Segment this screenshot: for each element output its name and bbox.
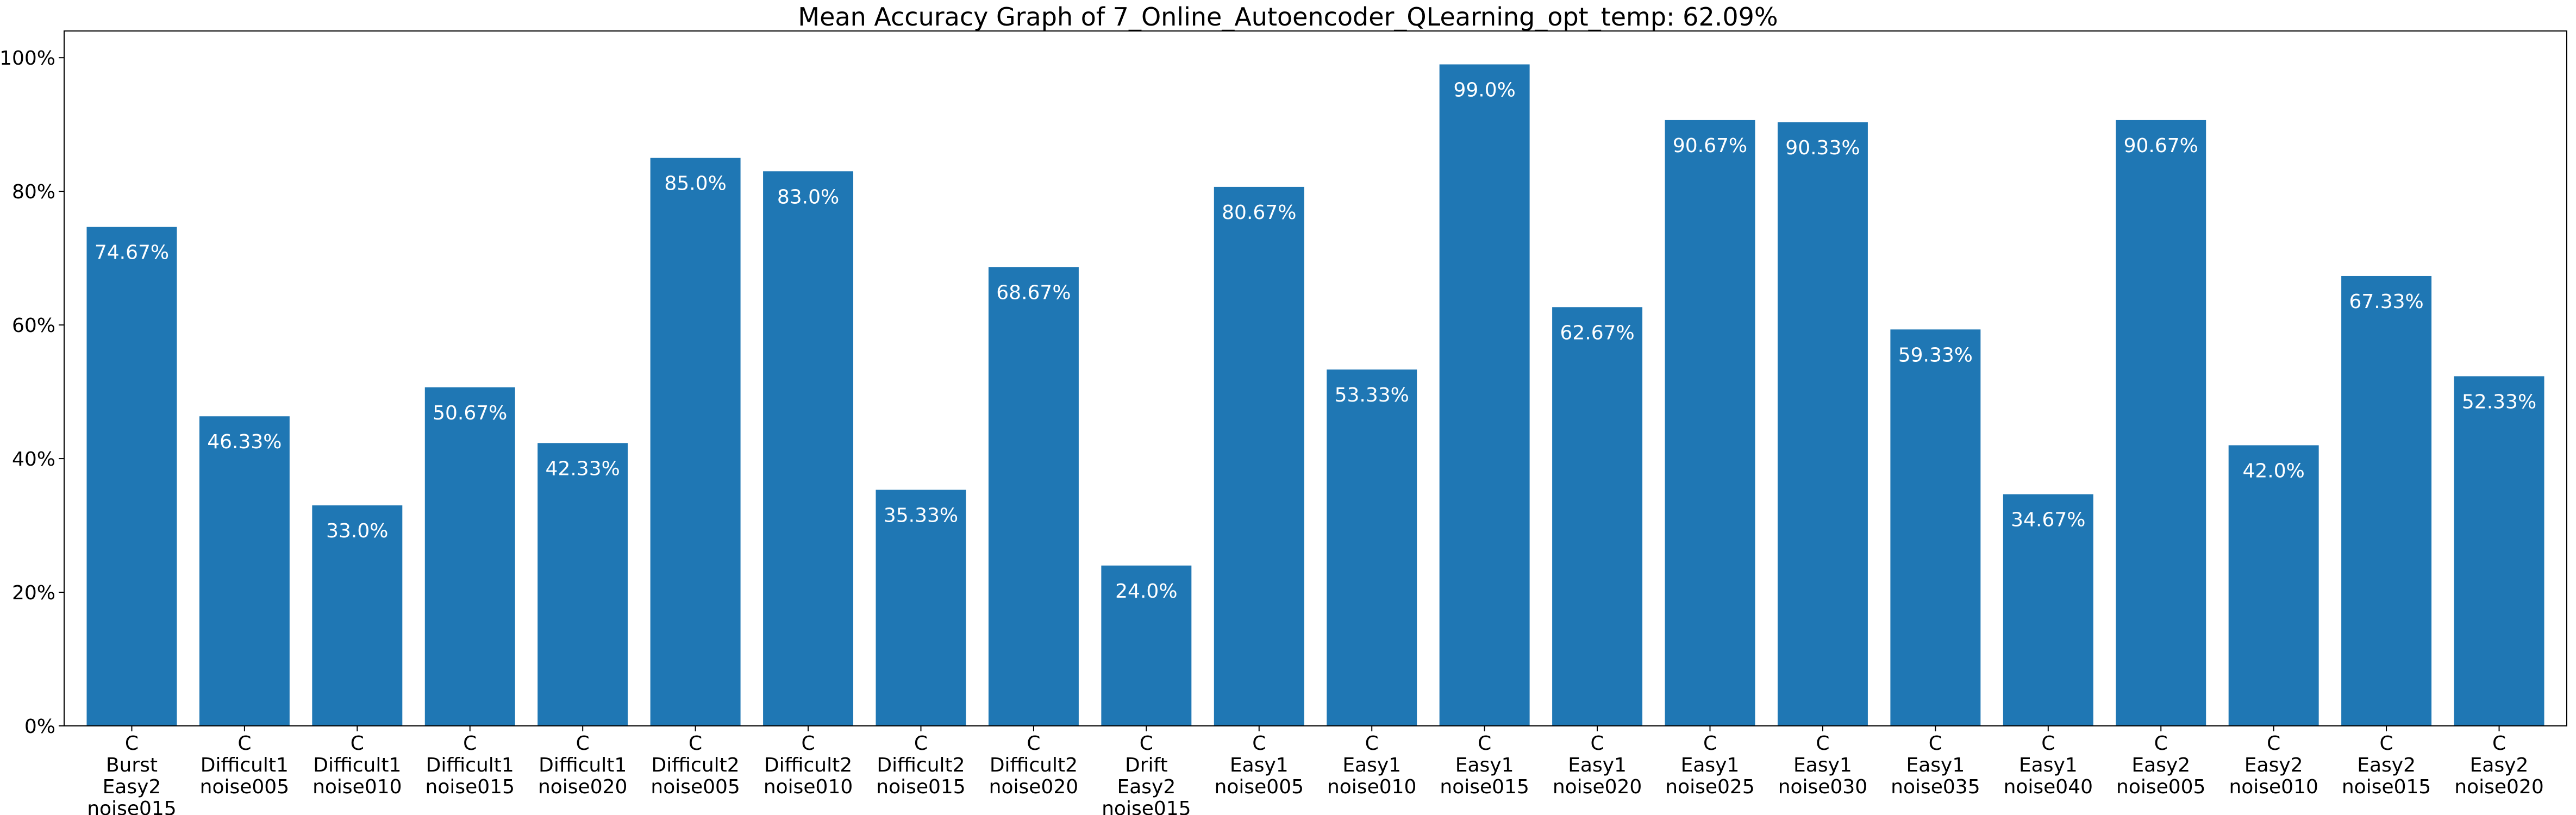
bar	[650, 158, 741, 726]
bar-value-label: 53.33%	[1335, 384, 1409, 406]
y-tick-label: 60%	[12, 315, 55, 337]
plot-frame	[64, 30, 2567, 726]
bar	[1439, 64, 1530, 726]
y-tick-label: 100%	[0, 47, 55, 70]
x-tick-label: C Easy2 noise020	[2454, 732, 2543, 798]
x-tick-label: C Difficult1 noise010	[312, 732, 402, 798]
bar	[424, 387, 515, 726]
bar	[988, 267, 1079, 726]
x-tick-label: C Easy1 noise015	[1440, 732, 1529, 798]
bar	[2003, 494, 2093, 726]
bar	[199, 416, 290, 726]
bar	[2341, 275, 2432, 726]
bar	[1101, 565, 1192, 726]
y-tick-label: 40%	[12, 448, 55, 471]
x-tick-label: C Easy2 noise010	[2229, 732, 2318, 798]
bar-value-label: 80.67%	[1222, 202, 1296, 224]
bar-value-label: 99.0%	[1453, 79, 1515, 101]
bar	[2228, 445, 2319, 726]
x-tick-label: C Difficult1 noise020	[538, 732, 627, 798]
x-tick-label: C Easy1 noise005	[1215, 732, 1304, 798]
y-tick-label: 80%	[12, 181, 55, 203]
bar	[763, 171, 854, 726]
bar-value-label: 42.33%	[546, 457, 620, 480]
bar	[537, 443, 628, 726]
bar-value-label: 42.0%	[2242, 460, 2304, 482]
bar-value-label: 68.67%	[996, 281, 1071, 304]
x-tick-label: C Easy1 noise035	[1891, 732, 1980, 798]
bar-value-label: 62.67%	[1560, 322, 1634, 344]
bar	[1327, 369, 1417, 726]
bar-value-label: 90.67%	[1673, 135, 1747, 157]
bar	[1890, 329, 1981, 726]
bar	[2454, 376, 2544, 726]
chart-title: Mean Accuracy Graph of 7_Online_Autoenco…	[798, 2, 1778, 32]
bar-value-label: 50.67%	[433, 402, 507, 424]
x-tick-label: C Easy2 noise015	[2342, 732, 2431, 798]
bar-value-label: 46.33%	[207, 431, 282, 453]
y-tick-label: 0%	[24, 716, 55, 738]
x-tick-label: C Difficult2 noise010	[764, 732, 853, 798]
bar	[1777, 122, 1868, 726]
bar-value-label: 90.67%	[2124, 135, 2198, 157]
bar-value-label: 24.0%	[1115, 580, 1177, 603]
x-tick-label: C Easy1 noise025	[1665, 732, 1754, 798]
x-tick-label: C Difficult1 noise005	[200, 732, 289, 798]
bar-value-label: 83.0%	[777, 186, 839, 208]
x-tick-label: C Difficult2 noise015	[876, 732, 965, 798]
bar	[876, 490, 966, 726]
bar	[1214, 186, 1304, 726]
bar	[312, 505, 403, 726]
axes-layer: C Burst Easy2 noise015 C Difficult1 noise005 C D…	[0, 30, 2567, 815]
x-tick-label: C Easy1 noise010	[1327, 732, 1416, 798]
x-tick-label: C Drift Easy2 noise015	[1102, 732, 1191, 815]
x-tick-label: C Difficult2 noise005	[651, 732, 740, 798]
bar-value-label: 35.33%	[884, 505, 958, 527]
bar	[1665, 120, 1755, 726]
x-tick-label: C Difficult2 noise020	[989, 732, 1078, 798]
bar-value-label: 59.33%	[1898, 344, 1973, 366]
bar-value-label: 33.0%	[326, 520, 388, 542]
x-tick-label: C Difficult1 noise015	[426, 732, 515, 798]
bar	[86, 227, 177, 726]
x-tick-label: C Easy2 noise005	[2116, 732, 2205, 798]
bar-value-label: 52.33%	[2462, 391, 2536, 413]
bars-layer: 74.67% 46.33% 33.0% 50.67% 42.33% 85.0% 83.0% 3…	[86, 64, 2544, 726]
bar-value-label: 67.33%	[2349, 291, 2423, 313]
bar-value-label: 34.67%	[2011, 509, 2085, 531]
bar-value-label: 90.33%	[1785, 137, 1860, 159]
bar	[2116, 120, 2206, 726]
bar	[1552, 307, 1643, 726]
x-tick-label: C Easy1 noise020	[1553, 732, 1642, 798]
bar-value-label: 85.0%	[664, 173, 726, 195]
bar-value-label: 74.67%	[95, 242, 169, 264]
x-tick-label: C Easy1 noise040	[2004, 732, 2093, 798]
x-tick-label: C Easy1 noise030	[1778, 732, 1867, 798]
x-tick-label: C Burst Easy2 noise015	[87, 732, 176, 815]
y-tick-label: 20%	[12, 582, 55, 604]
